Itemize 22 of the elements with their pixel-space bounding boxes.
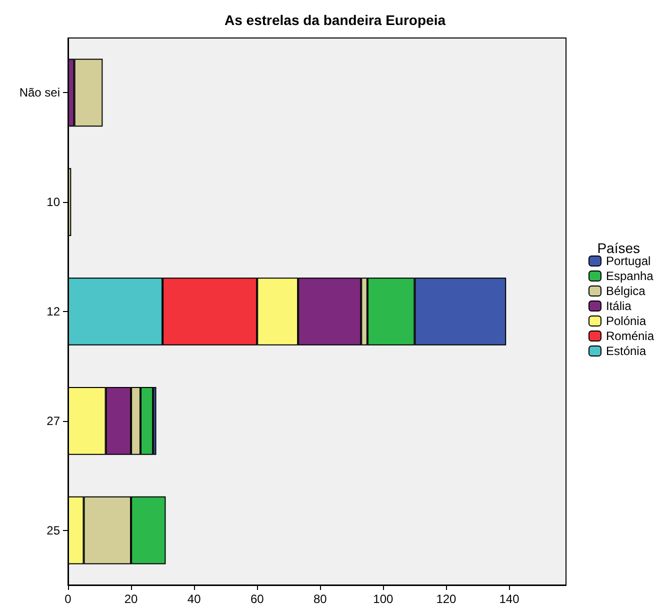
x-tick-label: 40 (187, 592, 202, 606)
x-tick-label: 100 (373, 592, 394, 606)
x-tick-label: 60 (250, 592, 264, 606)
y-tick-label: 27 (46, 414, 60, 428)
legend-title: Países (597, 240, 640, 256)
x-tick-label: 120 (436, 592, 457, 606)
legend-label: Polónia (606, 314, 646, 328)
legend-label: Espanha (606, 269, 654, 283)
y-tick-label: 10 (46, 195, 60, 210)
x-tick-label: 140 (499, 592, 520, 606)
x-tick-label: 20 (124, 592, 138, 606)
x-tick-label: 80 (313, 592, 328, 606)
legend-label: Estónia (606, 344, 646, 358)
legend-label: Roménia (606, 329, 654, 343)
y-tick-label: 12 (46, 304, 60, 318)
y-tick-label: Não sei (19, 86, 60, 100)
chart-title: As estrelas da bandeira Europeia (224, 12, 446, 28)
legend-label: Bélgica (606, 284, 646, 298)
y-tick-label: 25 (46, 523, 60, 538)
legend-label: Itália (606, 299, 632, 313)
x-tick-label: 0 (64, 592, 72, 606)
legend-label: Portugal (606, 254, 651, 268)
